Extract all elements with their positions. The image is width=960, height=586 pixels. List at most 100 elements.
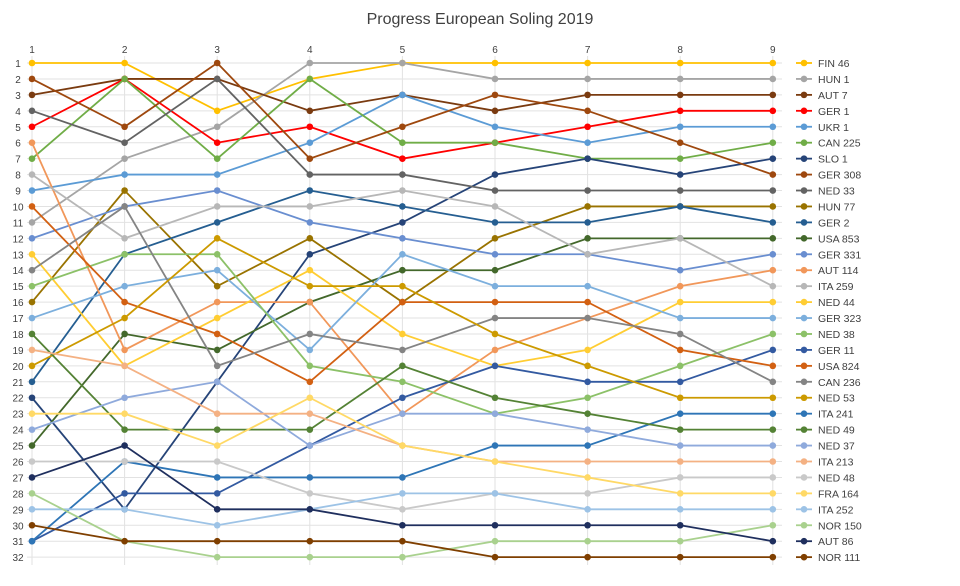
y-tick-label: 30 <box>12 521 24 532</box>
series-ger-331 <box>28 187 777 274</box>
y-tick-label: 23 <box>12 410 24 421</box>
data-point <box>491 362 499 370</box>
series-aut-86 <box>28 442 777 545</box>
data-point <box>584 521 591 529</box>
data-point <box>676 203 684 210</box>
data-point <box>584 250 591 258</box>
data-point <box>306 250 314 258</box>
data-point <box>28 123 36 131</box>
data-point <box>213 187 221 194</box>
data-point <box>769 155 777 162</box>
data-point <box>676 426 684 433</box>
data-point <box>28 219 36 226</box>
data-point <box>491 410 499 417</box>
data-point <box>769 235 777 242</box>
data-point <box>306 474 314 481</box>
data-point <box>676 362 684 370</box>
data-point <box>491 346 499 354</box>
data-point <box>213 537 221 545</box>
data-point <box>491 123 499 131</box>
data-point <box>584 378 591 386</box>
legend-item: GER 2 <box>796 217 850 229</box>
y-tick-label: 25 <box>12 442 24 453</box>
data-point <box>769 378 777 386</box>
legend-item: AUT 86 <box>796 536 854 548</box>
data-point <box>491 203 499 210</box>
y-tick-label: 15 <box>12 282 24 293</box>
data-point <box>28 362 36 370</box>
legend-item: CAN 225 <box>796 138 861 150</box>
legend-label: AUT 114 <box>818 265 859 277</box>
data-point <box>769 250 777 258</box>
data-point <box>399 521 406 529</box>
y-tick-label: 26 <box>12 458 24 469</box>
data-point <box>213 298 221 306</box>
data-point <box>121 506 128 513</box>
legend-item: USA 853 <box>796 233 860 245</box>
data-point <box>399 537 406 545</box>
legend-marker <box>800 155 808 162</box>
data-point <box>399 59 406 67</box>
data-point <box>306 235 314 242</box>
data-point <box>676 537 684 545</box>
data-point <box>28 298 36 306</box>
data-point <box>584 282 591 290</box>
legend-label: GER 2 <box>818 217 850 229</box>
legend-item: USA 824 <box>796 361 860 373</box>
data-point <box>121 250 128 258</box>
legend-marker <box>800 553 808 561</box>
legend-label: USA 853 <box>818 233 860 245</box>
legend-item: ITA 213 <box>796 457 854 469</box>
legend-item: GER 331 <box>796 249 861 261</box>
data-point <box>28 266 36 274</box>
chart-title: Progress European Soling 2019 <box>367 11 594 28</box>
data-point <box>399 91 406 99</box>
data-point <box>28 75 36 83</box>
data-point <box>121 155 128 162</box>
series-ned-53 <box>28 235 777 402</box>
legend-label: HUN 1 <box>818 74 850 86</box>
data-point <box>769 410 777 417</box>
data-point <box>676 521 684 529</box>
data-point <box>399 203 406 210</box>
data-point <box>121 490 128 497</box>
data-point <box>28 346 36 354</box>
legend-label: GER 331 <box>818 249 861 261</box>
data-point <box>28 537 36 545</box>
data-point <box>213 346 221 354</box>
data-point <box>121 346 128 354</box>
data-point <box>121 426 128 433</box>
legend-marker <box>800 314 808 322</box>
data-point <box>769 442 777 449</box>
data-point <box>676 235 684 242</box>
data-point <box>399 378 406 386</box>
data-point <box>769 394 777 402</box>
legend-item: NED 37 <box>796 441 855 453</box>
data-point <box>676 59 684 67</box>
legend-marker <box>800 394 808 402</box>
x-tick-label: 9 <box>770 45 776 56</box>
data-point <box>28 139 36 146</box>
data-point <box>769 314 777 322</box>
series-ita-259 <box>28 171 777 290</box>
data-point <box>584 537 591 545</box>
data-point <box>121 123 128 131</box>
data-point <box>121 362 128 370</box>
legend-marker <box>800 250 808 258</box>
data-point <box>28 410 36 417</box>
data-point <box>769 139 777 146</box>
data-point <box>584 107 591 115</box>
data-point <box>491 187 499 194</box>
data-point <box>399 490 406 497</box>
legend-item: FRA 164 <box>796 488 859 500</box>
data-point <box>306 537 314 545</box>
data-point <box>213 250 221 258</box>
data-point <box>399 394 406 402</box>
data-point <box>676 394 684 402</box>
data-point <box>491 235 499 242</box>
data-point <box>584 394 591 402</box>
data-point <box>584 553 591 561</box>
data-point <box>306 298 314 306</box>
data-point <box>121 139 128 146</box>
legend-item: GER 11 <box>796 345 855 357</box>
